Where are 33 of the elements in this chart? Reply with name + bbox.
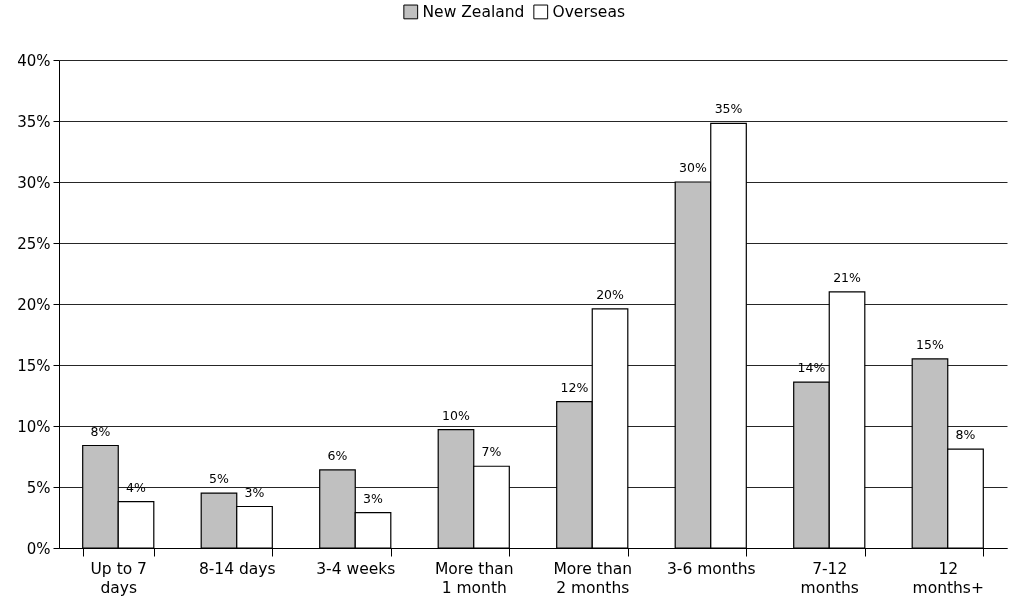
x-tick-label: More than 1 month — [434, 559, 514, 597]
y-tick-label: 20% — [17, 295, 51, 314]
data-label: 15% — [916, 336, 944, 352]
data-label: 12% — [560, 379, 589, 395]
data-label: 35% — [714, 101, 743, 117]
x-tick-label: 12 months+ — [912, 559, 984, 597]
x-tick-label: 8-14 days — [198, 559, 276, 578]
y-tick-label: 35% — [17, 112, 51, 131]
data-label: 3% — [363, 490, 384, 506]
y-tick-label: 10% — [17, 417, 51, 436]
data-label: 30% — [679, 160, 707, 175]
y-tick-label: 15% — [17, 356, 51, 375]
x-tick-label: 3-6 months — [666, 559, 756, 578]
legend-label: New Zealand — [422, 2, 525, 21]
x-tick-label: 3-4 weeks — [316, 559, 396, 578]
data-label: 6% — [327, 447, 348, 463]
data-label: 20% — [596, 286, 625, 302]
data-label: 10% — [442, 407, 470, 423]
y-tick-label: 40% — [17, 51, 51, 70]
y-tick-label: 25% — [17, 234, 51, 253]
legend-label: Overseas — [552, 2, 625, 21]
data-label: 21% — [833, 269, 862, 285]
data-label: 8% — [955, 427, 976, 443]
x-tick-label: More than 2 months — [553, 559, 633, 597]
data-label: 3% — [244, 484, 265, 500]
y-tick-label: 0% — [26, 539, 51, 558]
y-tick-label: 30% — [17, 173, 51, 192]
x-tick-label: 7-12 months — [800, 559, 859, 597]
data-label: 5% — [209, 471, 230, 487]
x-tick-label: Up to 7 days — [90, 559, 147, 597]
data-label: 7% — [481, 444, 502, 460]
y-tick-label: 5% — [26, 478, 51, 497]
data-label: 8% — [90, 423, 111, 439]
